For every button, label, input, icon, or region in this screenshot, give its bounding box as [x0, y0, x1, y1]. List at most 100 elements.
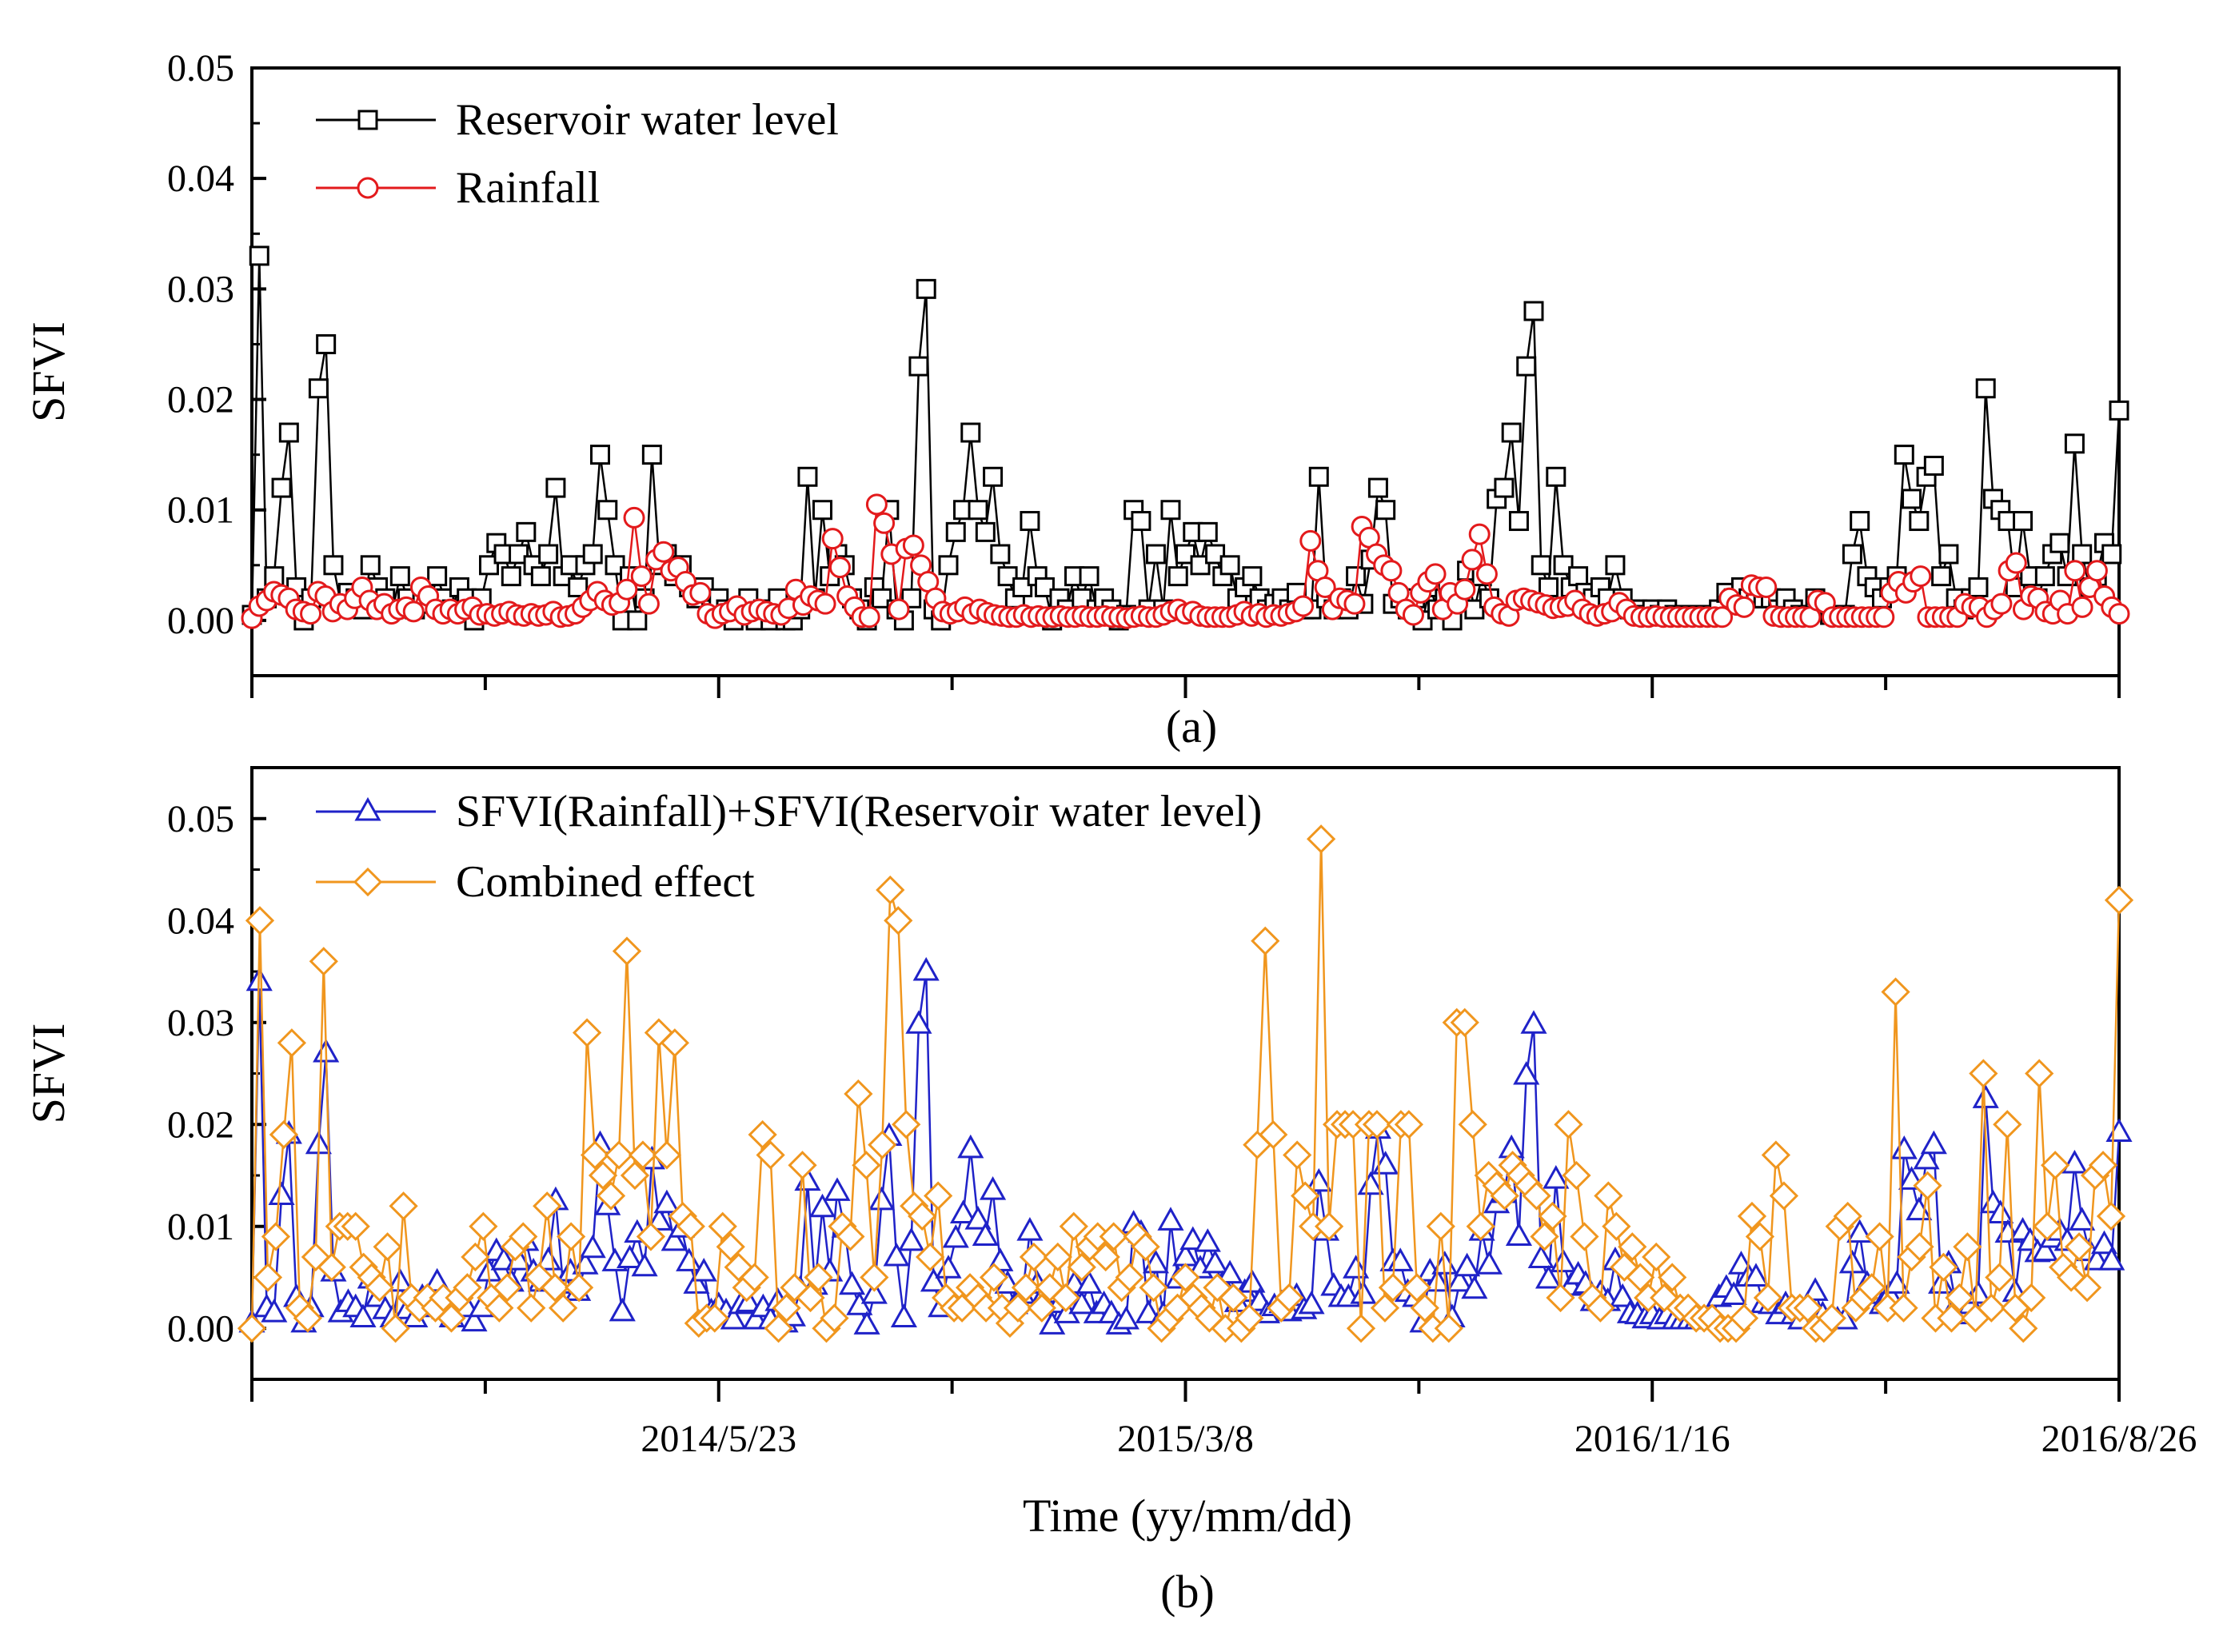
- data-point: [365, 1273, 394, 1303]
- data-point: [676, 1211, 705, 1241]
- y-axis-title: SFVI: [22, 1024, 74, 1124]
- data-point: [269, 1119, 299, 1150]
- data-point: [2031, 1237, 2058, 1262]
- data-point: [1546, 466, 1567, 487]
- data-point: [1076, 1270, 1103, 1294]
- data-point: [1937, 1303, 1966, 1333]
- data-point: [1554, 1110, 1583, 1139]
- data-point: [565, 1273, 594, 1303]
- data-point: [2005, 552, 2027, 574]
- data-point: [1402, 604, 1424, 626]
- data-point: [1609, 1283, 1636, 1307]
- data-point: [2064, 560, 2086, 582]
- data-point: [1990, 593, 2013, 615]
- legend-entry: Combined effect: [316, 857, 755, 907]
- data-point: [1251, 926, 1280, 956]
- y-tick-label: 0.02: [167, 379, 234, 421]
- data-point: [979, 1263, 1009, 1292]
- data-point: [349, 1303, 377, 1327]
- data-point: [609, 1297, 636, 1322]
- data-point: [1902, 489, 1922, 509]
- data-point: [804, 1263, 833, 1292]
- data-point: [1889, 1293, 1918, 1323]
- data-point: [1205, 544, 1226, 565]
- legend-entry: Rainfall: [316, 163, 600, 213]
- data-point: [916, 1242, 945, 1272]
- data-point: [653, 541, 675, 563]
- data-point: [2064, 433, 2085, 454]
- data-point: [883, 1242, 910, 1267]
- y-tick-label: 0.02: [167, 1103, 234, 1146]
- data-point: [1890, 1135, 1918, 1159]
- data-point: [1602, 1211, 1631, 1241]
- x-tick-label: 2015/3/8: [1117, 1418, 1254, 1460]
- data-point: [1745, 1222, 1775, 1251]
- data-point: [1923, 455, 1944, 476]
- data-point: [660, 1028, 689, 1058]
- data-point: [1894, 445, 1914, 465]
- data-point: [1618, 1232, 1647, 1262]
- data-point: [1733, 596, 1755, 618]
- panel-a: 0.00 0.01 0.02 0.03 0.04 0.05 SFVI Reservoir wa…: [22, 47, 2130, 698]
- data-point: [858, 606, 880, 628]
- data-point: [735, 1288, 762, 1312]
- data-point: [1562, 1160, 1591, 1191]
- data-point: [1523, 301, 1544, 321]
- data-point: [1720, 1281, 1747, 1305]
- data-point: [1461, 549, 1483, 571]
- data-point: [1219, 555, 1240, 576]
- data-point: [1039, 1311, 1066, 1335]
- data-point: [1019, 1242, 1049, 1272]
- data-point: [381, 1314, 410, 1343]
- data-point: [997, 566, 1018, 587]
- data-point: [898, 1227, 925, 1251]
- data-point: [852, 1151, 881, 1180]
- data-point: [860, 1263, 889, 1292]
- data-point: [690, 1258, 717, 1282]
- data-point: [1242, 566, 1263, 587]
- data-point: [1367, 477, 1388, 498]
- legend-label: Reservoir water level: [456, 95, 839, 145]
- data-point: [461, 1242, 490, 1272]
- data-point: [972, 1222, 999, 1246]
- data-point: [828, 557, 851, 579]
- data-point: [1817, 1303, 1846, 1333]
- data-point: [1259, 1119, 1288, 1150]
- data-point: [1011, 1273, 1041, 1303]
- data-point: [1658, 1263, 1687, 1292]
- data-point: [1197, 521, 1218, 542]
- data-point: [641, 445, 662, 465]
- data-point: [373, 1232, 402, 1262]
- data-point: [517, 1293, 546, 1323]
- data-point: [964, 1206, 992, 1230]
- legend-label: Rainfall: [456, 163, 600, 213]
- data-point: [541, 1273, 570, 1303]
- data-point: [588, 1160, 618, 1191]
- data-point: [1522, 1181, 1551, 1211]
- data-point: [277, 1028, 307, 1058]
- data-point: [890, 1303, 917, 1327]
- data-point: [740, 1263, 769, 1292]
- y-tick-label: 0.05: [167, 798, 234, 840]
- data-point: [908, 1201, 937, 1231]
- data-point: [427, 566, 448, 587]
- data-point: [1275, 1283, 1304, 1313]
- y-axis-title: SFVI: [22, 321, 74, 422]
- data-point: [293, 1303, 322, 1333]
- data-point: [912, 956, 940, 981]
- data-point: [1175, 544, 1195, 565]
- data-point: [1975, 378, 1996, 399]
- data-point: [1929, 1252, 1958, 1282]
- data-point: [957, 1134, 984, 1159]
- y-tick-label: 0.00: [167, 1307, 234, 1350]
- data-point: [916, 278, 936, 299]
- data-point: [1454, 578, 1476, 601]
- data-point: [317, 1252, 346, 1282]
- data-point: [1190, 555, 1211, 576]
- data-point: [493, 1273, 522, 1303]
- data-point: [1380, 560, 1403, 582]
- data-point: [1881, 977, 1910, 1007]
- y-tick-label: 0.01: [167, 1206, 234, 1248]
- data-point: [1913, 1145, 1940, 1170]
